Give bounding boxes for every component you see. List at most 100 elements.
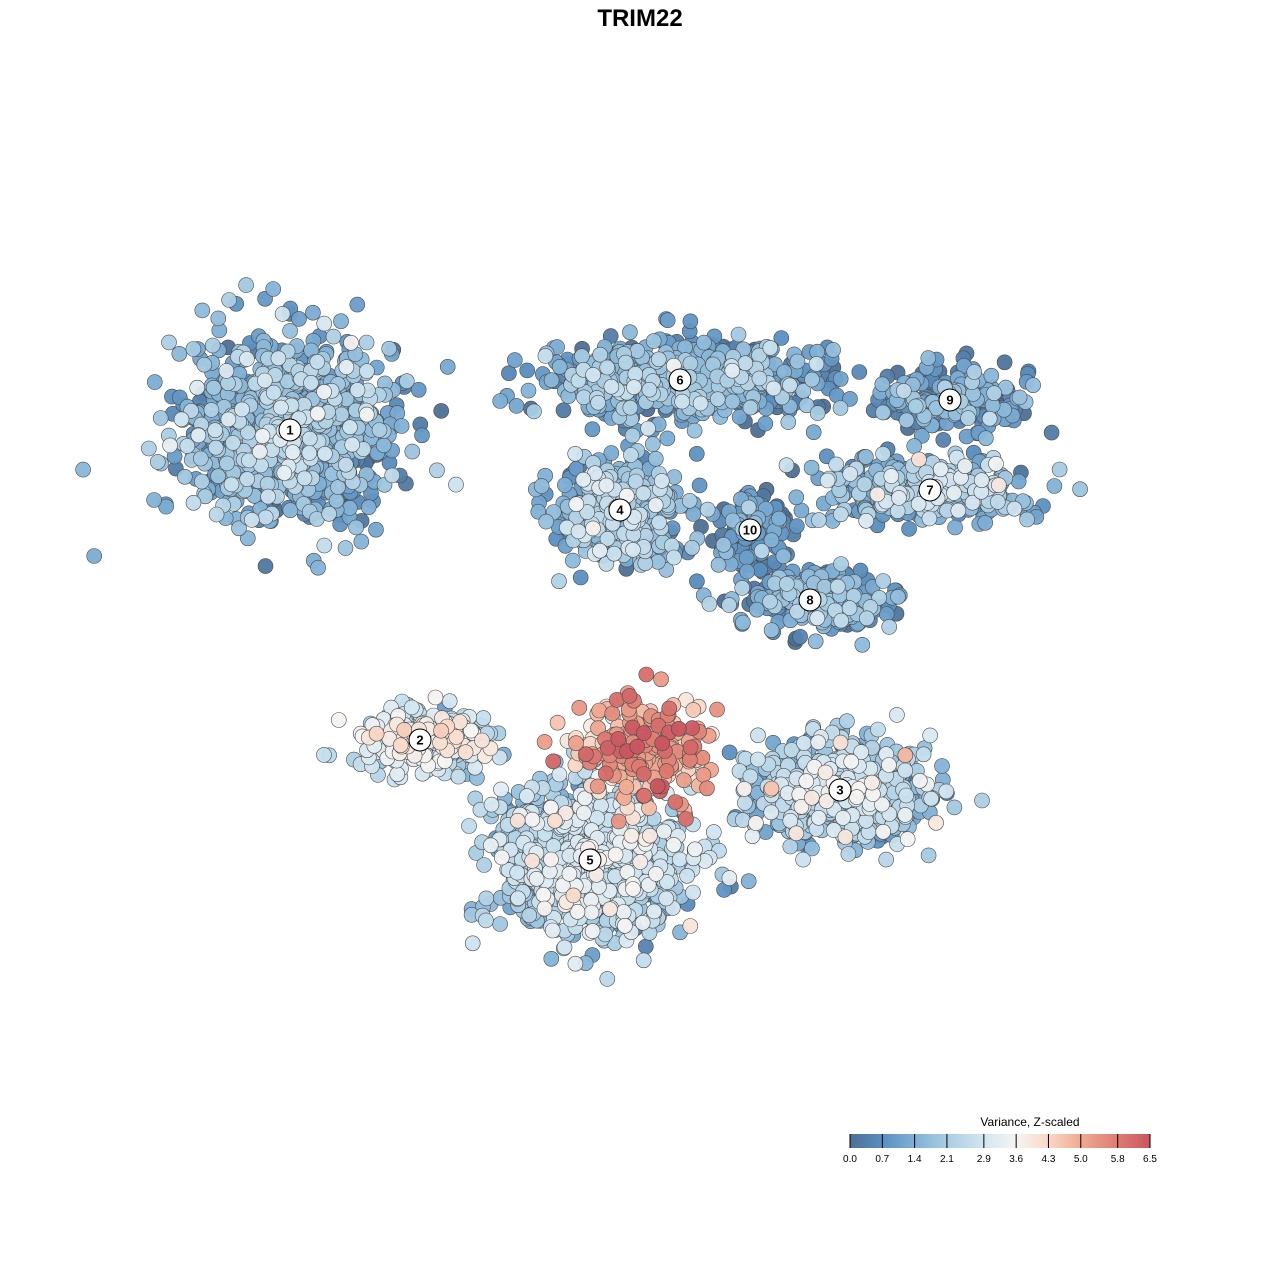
cell-point xyxy=(635,952,652,969)
cell-point xyxy=(751,370,768,387)
cell-point xyxy=(851,364,868,380)
cell-point xyxy=(808,356,825,372)
cell-point xyxy=(789,353,806,370)
cell-point xyxy=(360,499,377,516)
cell-point xyxy=(196,356,213,373)
cell-point xyxy=(204,337,221,354)
cell-point xyxy=(935,432,952,448)
cell-point xyxy=(543,372,560,389)
cell-point xyxy=(475,710,492,726)
cell-point xyxy=(414,427,430,444)
cell-point xyxy=(788,489,805,506)
cell-point xyxy=(734,812,751,828)
cell-point xyxy=(208,439,224,456)
cell-point xyxy=(538,513,555,530)
cell-point xyxy=(177,468,193,485)
cell-point xyxy=(832,371,849,387)
cell-point xyxy=(895,383,912,399)
cell-point xyxy=(878,606,895,622)
cell-point xyxy=(303,374,319,391)
cell-point xyxy=(644,436,661,452)
cell-point xyxy=(874,376,891,393)
cell-point xyxy=(659,312,676,329)
cell-point xyxy=(221,292,237,308)
cell-point xyxy=(832,506,849,523)
cell-point xyxy=(691,477,708,494)
cell-point xyxy=(543,950,560,967)
cell-point xyxy=(368,521,384,538)
cell-point xyxy=(921,510,938,527)
cell-point xyxy=(231,520,247,537)
cell-point xyxy=(526,403,542,420)
cell-point xyxy=(731,409,748,425)
cell-point xyxy=(291,311,307,327)
cell-point xyxy=(828,456,845,473)
cell-point xyxy=(974,792,990,809)
cell-point xyxy=(519,362,536,379)
cell-point xyxy=(575,389,592,406)
cell-point xyxy=(328,492,345,509)
cell-point xyxy=(637,938,654,955)
cell-point xyxy=(841,600,858,616)
cell-point xyxy=(564,552,581,569)
cell-point xyxy=(795,851,811,868)
cell-point xyxy=(1006,500,1023,517)
cell-point xyxy=(875,573,891,589)
cell-point xyxy=(752,561,768,578)
cell-point xyxy=(763,532,780,549)
cell-point xyxy=(398,373,415,390)
cell-point xyxy=(238,277,254,293)
cell-point xyxy=(710,556,727,573)
cell-point xyxy=(433,403,450,419)
cell-point xyxy=(410,381,427,398)
cell-point xyxy=(179,438,196,454)
cell-point xyxy=(223,476,240,493)
cell-point xyxy=(832,400,849,416)
cell-point xyxy=(590,394,606,411)
cell-point xyxy=(193,450,209,467)
cell-point xyxy=(521,907,538,924)
cell-point xyxy=(1043,424,1060,441)
cell-point xyxy=(1011,389,1028,406)
chart-title: TRIM22 xyxy=(597,5,682,32)
cell-points xyxy=(75,277,1088,987)
cell-point xyxy=(701,596,718,612)
cell-point xyxy=(833,612,850,629)
cell-point xyxy=(75,461,91,478)
cell-point xyxy=(194,473,210,490)
cell-point xyxy=(1072,481,1088,498)
cell-point xyxy=(875,404,891,421)
cell-point xyxy=(171,345,188,362)
cell-point xyxy=(688,445,705,462)
cell-point xyxy=(709,391,726,408)
cell-point xyxy=(715,536,732,553)
cell-point xyxy=(316,747,332,763)
cell-point xyxy=(381,340,398,357)
cell-point xyxy=(947,519,963,536)
cell-point xyxy=(461,818,477,834)
cell-point xyxy=(960,410,976,426)
cell-point xyxy=(682,313,699,330)
cell-point xyxy=(557,477,573,493)
cell-point xyxy=(934,758,950,774)
cell-point xyxy=(753,543,770,559)
cell-point xyxy=(508,398,525,414)
cell-point xyxy=(305,304,321,321)
cell-point xyxy=(803,459,820,476)
cell-point xyxy=(651,514,667,531)
cell-point xyxy=(666,549,682,566)
cell-point xyxy=(551,358,568,375)
cell-point xyxy=(501,365,517,382)
cell-point xyxy=(208,506,225,523)
cell-point xyxy=(599,971,616,987)
cell-point xyxy=(599,359,616,376)
cell-point xyxy=(533,478,550,494)
cell-point xyxy=(875,446,891,462)
cell-point xyxy=(239,471,255,487)
cell-point xyxy=(641,381,658,398)
cell-point xyxy=(833,556,849,572)
cell-point xyxy=(349,296,366,313)
cell-point xyxy=(301,445,318,461)
cell-point xyxy=(301,430,318,447)
